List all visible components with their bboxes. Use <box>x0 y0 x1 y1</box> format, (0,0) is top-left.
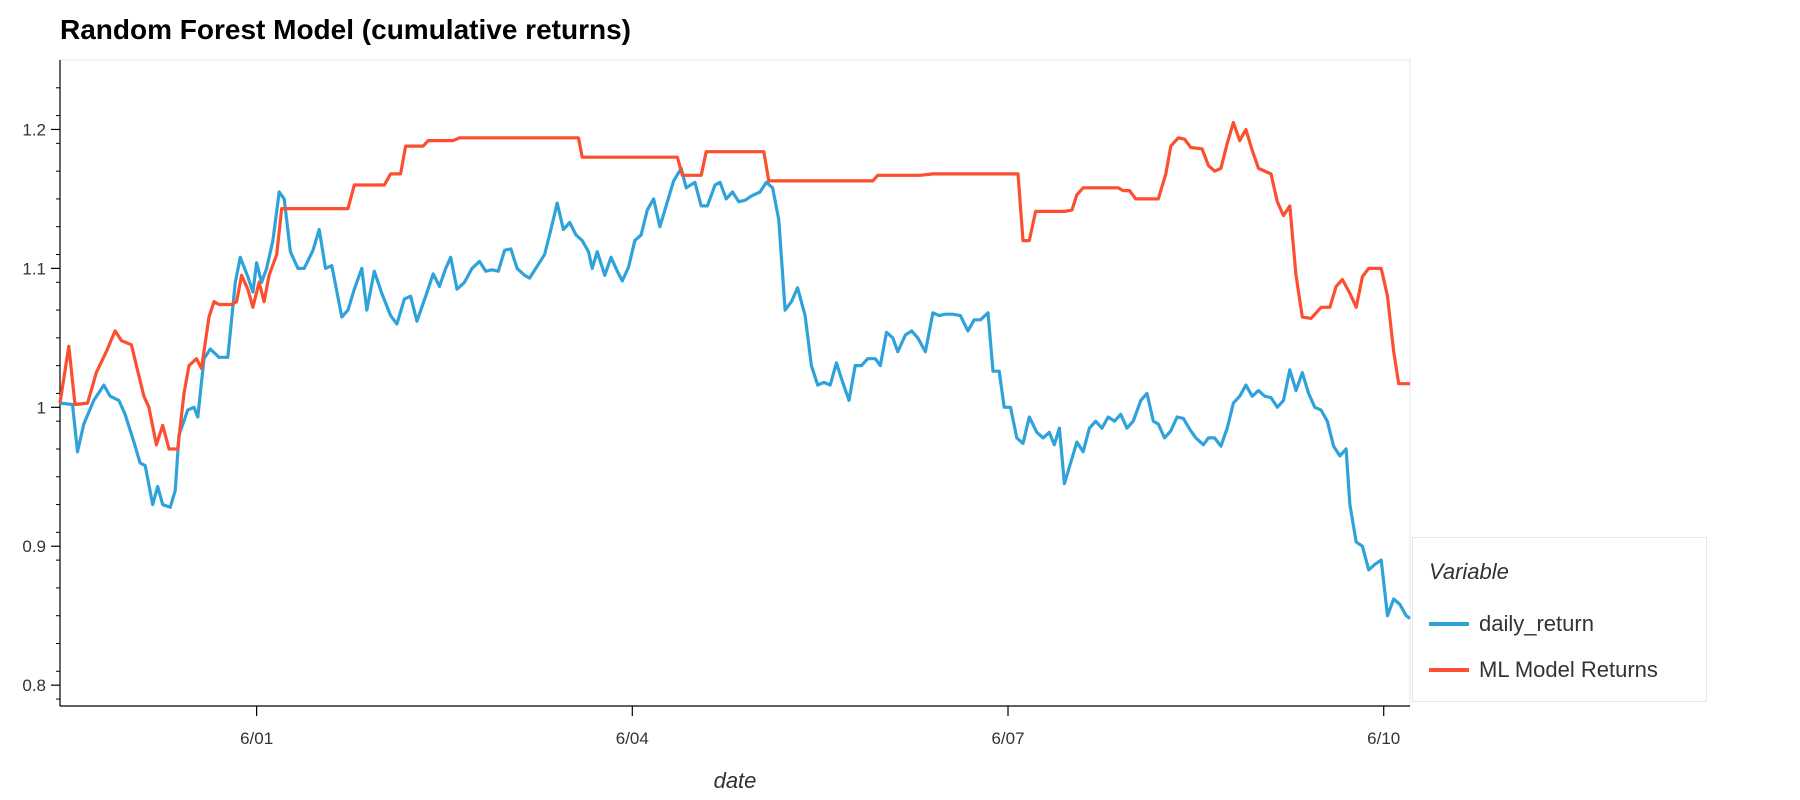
y-tick-label: 1.1 <box>22 259 46 278</box>
plot-frame <box>59 59 1411 707</box>
legend-swatch-daily-return <box>1429 622 1469 626</box>
x-tick-label: 6/10 <box>1367 729 1400 748</box>
x-tick-label: 6/01 <box>240 729 273 748</box>
legend[interactable]: Variable daily_return ML Model Returns <box>1412 537 1707 702</box>
y-axis: 0.8 0.9 1 1.1 1.2 <box>22 60 61 706</box>
legend-label-daily-return: daily_return <box>1479 611 1594 636</box>
series-line-ml-model-returns <box>58 120 1410 451</box>
legend-swatch-ml-model-returns <box>1429 668 1469 672</box>
plot-border <box>59 59 1411 707</box>
series-layer <box>58 120 1411 620</box>
y-tick-label: 0.8 <box>22 676 46 695</box>
y-tick-label: 0.9 <box>22 537 46 556</box>
chart-title: Random Forest Model (cumulative returns) <box>60 14 631 45</box>
legend-title: Variable <box>1429 559 1509 584</box>
x-axis: 6/01 6/04 6/07 6/10 <box>60 705 1410 748</box>
series-line-daily-return <box>59 166 1411 620</box>
legend-item-daily-return[interactable]: daily_return <box>1429 601 1690 647</box>
x-tick-label: 6/04 <box>616 729 649 748</box>
legend-label-ml-model-returns: ML Model Returns <box>1479 657 1658 682</box>
x-tick-label: 6/07 <box>991 729 1024 748</box>
y-tick-label: 1 <box>37 398 46 417</box>
y-tick-label: 1.2 <box>22 120 46 139</box>
x-axis-label: date <box>714 768 757 793</box>
legend-item-ml-model-returns[interactable]: ML Model Returns <box>1429 647 1690 693</box>
